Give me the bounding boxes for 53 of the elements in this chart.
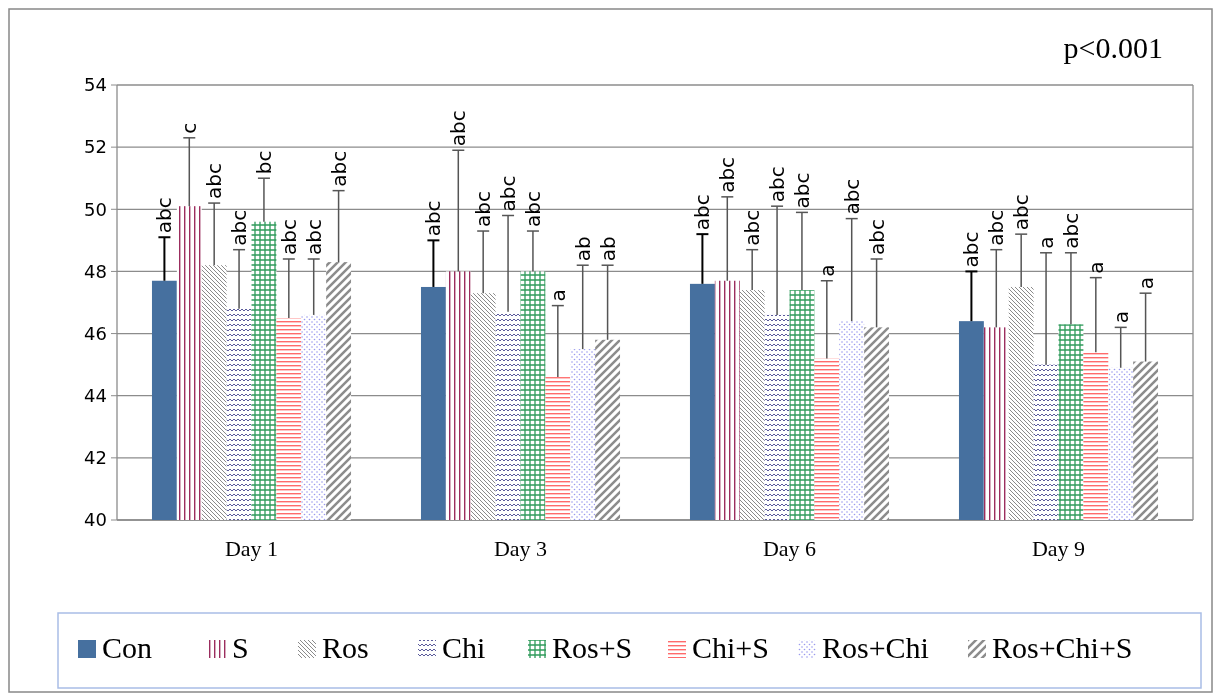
annotation: a xyxy=(1083,261,1108,274)
annotation: a xyxy=(1108,311,1133,324)
annotation: abc xyxy=(740,209,765,246)
legend-label: Chi+S xyxy=(692,631,769,664)
annotation: abc xyxy=(152,197,177,234)
y-tick-label: 54 xyxy=(84,74,107,96)
annotation: abc xyxy=(496,175,521,212)
annotation: abc xyxy=(202,163,227,200)
legend-label: Ros xyxy=(322,631,369,664)
annotation: abc xyxy=(326,150,351,187)
annotation: bc xyxy=(251,150,276,175)
annotation: abc xyxy=(446,110,471,147)
annotation: ab xyxy=(570,236,595,262)
annotation: abc xyxy=(276,219,301,255)
annotation: abc xyxy=(1058,212,1083,249)
annotation: abc xyxy=(227,209,252,246)
legend-label: Ros+S xyxy=(552,631,633,664)
annotation: c xyxy=(177,122,202,134)
y-tick-label: 44 xyxy=(84,385,107,407)
annotation: a xyxy=(814,264,839,277)
annotation: abc xyxy=(1009,194,1034,231)
legend-label: S xyxy=(232,631,249,664)
annotation: abc xyxy=(765,166,790,203)
annotation: abc xyxy=(984,209,1009,246)
annotation: abc xyxy=(864,219,889,255)
y-tick-label: 50 xyxy=(84,198,107,220)
annotation: abc xyxy=(301,219,326,255)
annotation: a xyxy=(1133,276,1158,290)
annotation: abc xyxy=(789,172,814,209)
y-tick-label: 48 xyxy=(84,260,107,282)
annotation: abc xyxy=(959,231,984,268)
annotation: abc xyxy=(715,156,740,193)
annotation: a xyxy=(545,289,570,302)
annotation: ab xyxy=(595,236,620,262)
x-tick-label: Day 9 xyxy=(1031,536,1086,561)
x-tick-label: Day 6 xyxy=(762,536,817,561)
x-tick-label: Day 1 xyxy=(224,536,279,561)
y-tick-label: 52 xyxy=(84,136,107,158)
legend-label: Chi xyxy=(442,631,486,664)
annotation: abc xyxy=(471,191,496,228)
y-tick-label: 46 xyxy=(84,322,107,344)
annotation: abc xyxy=(520,191,545,228)
annotation: abc xyxy=(839,178,864,215)
annotation: abc xyxy=(690,194,715,231)
annotation: a xyxy=(1034,236,1059,249)
x-tick-label: Day 3 xyxy=(493,536,548,561)
y-tick-label: 42 xyxy=(84,447,107,469)
text: p<0.001 xyxy=(1063,31,1163,64)
annotation: abc xyxy=(421,200,446,237)
legend-label: Ros+Chi xyxy=(822,631,929,664)
legend-label: Ros+Chi+S xyxy=(992,631,1133,664)
legend-label: Con xyxy=(102,631,153,664)
y-tick-label: 40 xyxy=(84,509,107,531)
